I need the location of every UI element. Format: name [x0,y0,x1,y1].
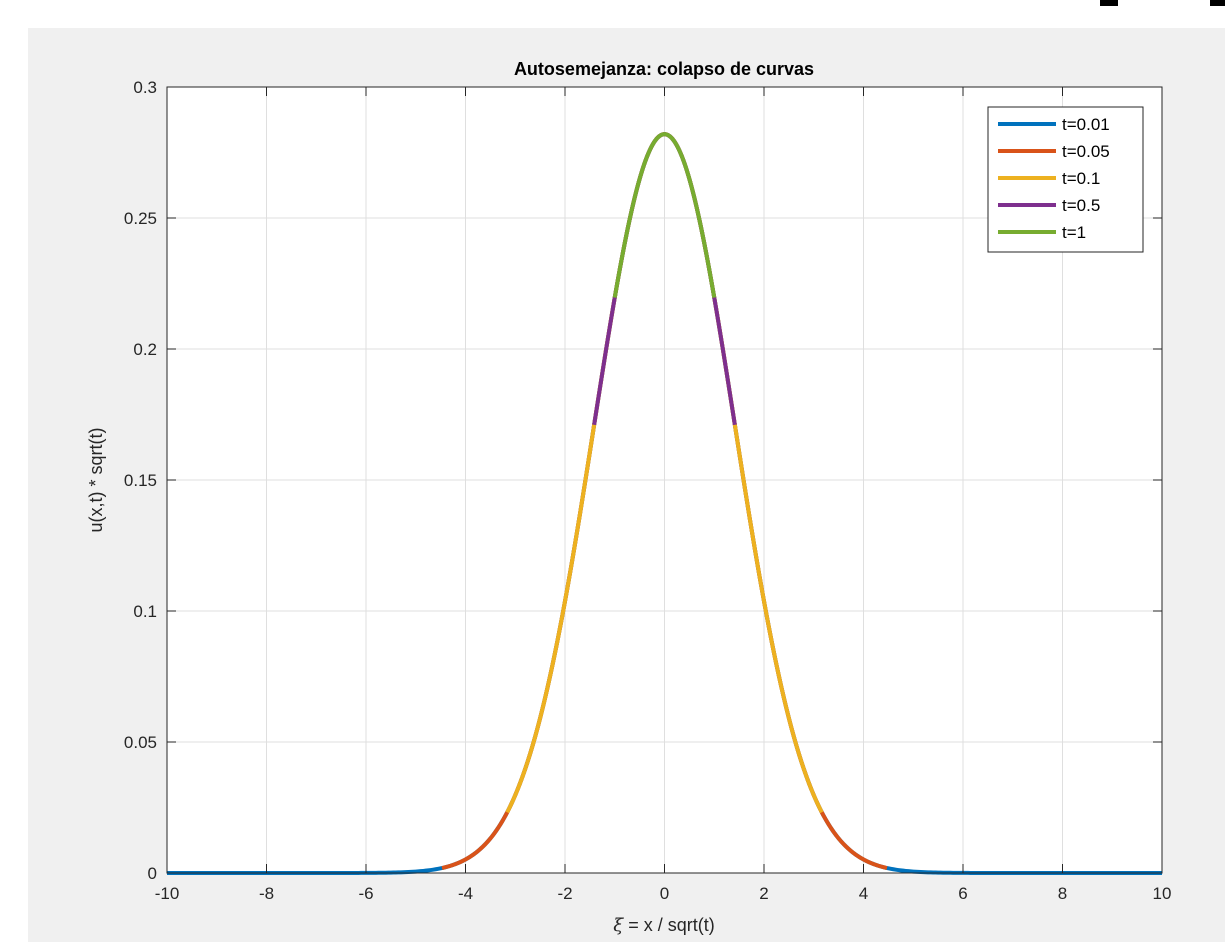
y-tick-label: 0.2 [133,340,157,359]
ticks: -10 -8 -6 -4 -2 0 2 4 6 8 10 0 0.05 0.1 0.15 0.2 0.25 0.3 [124,78,1172,903]
x-tick-label: 8 [1058,884,1067,903]
x-tick-label: -4 [458,884,473,903]
x-tick-label: 0 [660,884,669,903]
x-tick-label: 4 [859,884,868,903]
x-tick-label: -10 [155,884,180,903]
y-tick-label: 0.05 [124,733,157,752]
x-tick-label: 6 [958,884,967,903]
x-tick-label: 10 [1153,884,1172,903]
legend: t=0.01 t=0.05 t=0.1 t=0.5 t=1 [987,106,1144,253]
y-tick-label: 0 [148,864,157,883]
y-tick-label: 0.3 [133,78,157,97]
x-tick-label: -6 [358,884,373,903]
x-tick-label: 2 [759,884,768,903]
chart-title: Autosemejanza: colapso de curvas [514,59,814,79]
x-axis-label: ξ = x / sqrt(t) [613,915,714,936]
x-tick-label: -2 [557,884,572,903]
legend-label-5: t=1 [1062,223,1086,242]
legend-label-3: t=0.1 [1062,169,1100,188]
x-axis-label-xi: ξ [613,915,624,936]
x-tick-label: -8 [259,884,274,903]
legend-label-1: t=0.01 [1062,115,1110,134]
y-tick-label: 0.15 [124,471,157,490]
top-edge-marks [1100,0,1225,6]
legend-label-4: t=0.5 [1062,196,1100,215]
y-tick-label: 0.1 [133,602,157,621]
y-tick-label: 0.25 [124,209,157,228]
series-line-5 [612,132,717,299]
x-axis-label-rest: = x / sqrt(t) [623,915,715,935]
y-axis-label: u(x,t) * sqrt(t) [86,427,106,532]
legend-label-2: t=0.05 [1062,142,1110,161]
